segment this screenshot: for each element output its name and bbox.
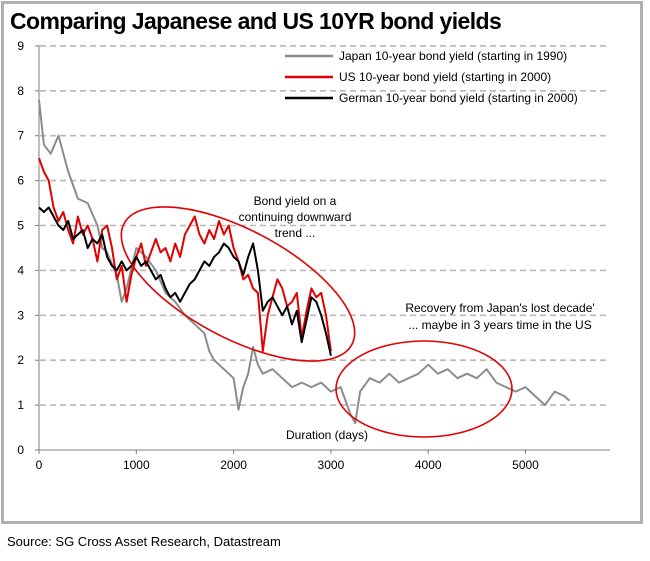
x-axis-label: Duration (days) <box>286 428 368 442</box>
y-tick-label-8: 8 <box>17 84 24 98</box>
recovery-ellipse <box>335 340 513 438</box>
chart-title: Comparing Japanese and US 10YR bond yiel… <box>10 8 502 34</box>
y-tick-label-9: 9 <box>17 39 24 53</box>
y-tick-label-6: 6 <box>17 174 24 188</box>
annotation-downtrend-line2: continuing downward <box>239 210 352 224</box>
series-line-german <box>38 206 332 356</box>
legend-label-german: German 10-year bond yield (starting in 2… <box>339 91 578 105</box>
y-tick-label-1: 1 <box>17 398 24 412</box>
downtrend-ellipse <box>120 206 356 362</box>
y-tick-label-0: 0 <box>17 443 24 457</box>
chart-frame: Comparing Japanese and US 10YR bond yiel… <box>1 1 643 524</box>
x-tick-label-3000: 3000 <box>318 458 345 472</box>
y-tick-labels: 0 1 2 3 4 5 6 7 8 9 <box>17 39 39 457</box>
y-tick-label-4: 4 <box>17 263 24 277</box>
x-tick-label-5000: 5000 <box>512 458 539 472</box>
gridlines <box>40 45 610 406</box>
annotation-downtrend-line1: Bond yield on a <box>254 194 337 208</box>
series-lines <box>38 99 570 425</box>
plot-area: 0 1 2 3 4 5 6 7 8 9 0 1000 2000 3000 4000 5000 Bond yi… <box>17 39 610 472</box>
legend-label-us: US 10-year bond yield (starting in 2000) <box>339 70 551 84</box>
legend-label-japan: Japan 10-year bond yield (starting in 19… <box>339 49 567 63</box>
annotation-downtrend-line3: trend ... <box>275 226 316 240</box>
series-line-us <box>38 157 332 353</box>
y-tick-label-2: 2 <box>17 353 24 367</box>
annotation-recovery-line2: ... maybe in 3 years time in the US <box>408 318 591 332</box>
legend: Japan 10-year bond yield (starting in 19… <box>285 49 578 105</box>
series-line-japan <box>38 99 570 425</box>
source-note: Source: SG Cross Asset Research, Datastr… <box>7 534 281 549</box>
y-tick-label-5: 5 <box>17 219 24 233</box>
y-tick-label-3: 3 <box>17 308 24 322</box>
x-tick-labels: 0 1000 2000 3000 4000 5000 <box>36 450 539 472</box>
x-tick-label-4000: 4000 <box>415 458 442 472</box>
y-tick-label-7: 7 <box>17 129 24 143</box>
x-tick-label-0: 0 <box>36 458 43 472</box>
annotation-recovery-line1: Recovery from Japan's lost decade' <box>405 301 594 315</box>
x-tick-label-2000: 2000 <box>220 458 247 472</box>
x-tick-label-1000: 1000 <box>123 458 150 472</box>
